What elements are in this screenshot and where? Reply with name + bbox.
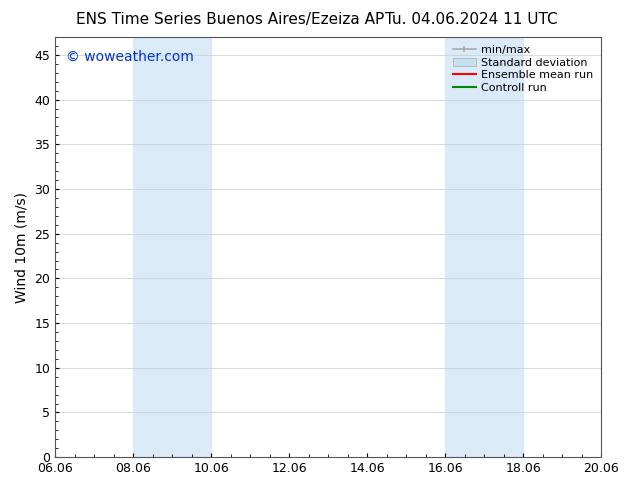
Text: Tu. 04.06.2024 11 UTC: Tu. 04.06.2024 11 UTC (385, 12, 558, 27)
Text: ENS Time Series Buenos Aires/Ezeiza AP: ENS Time Series Buenos Aires/Ezeiza AP (76, 12, 384, 27)
Text: © woweather.com: © woweather.com (66, 49, 194, 64)
Bar (133, 37, 211, 457)
Y-axis label: Wind 10m (m/s): Wind 10m (m/s) (15, 192, 29, 303)
Bar (445, 37, 523, 457)
Legend: min/max, Standard deviation, Ensemble mean run, Controll run: min/max, Standard deviation, Ensemble me… (451, 43, 595, 96)
